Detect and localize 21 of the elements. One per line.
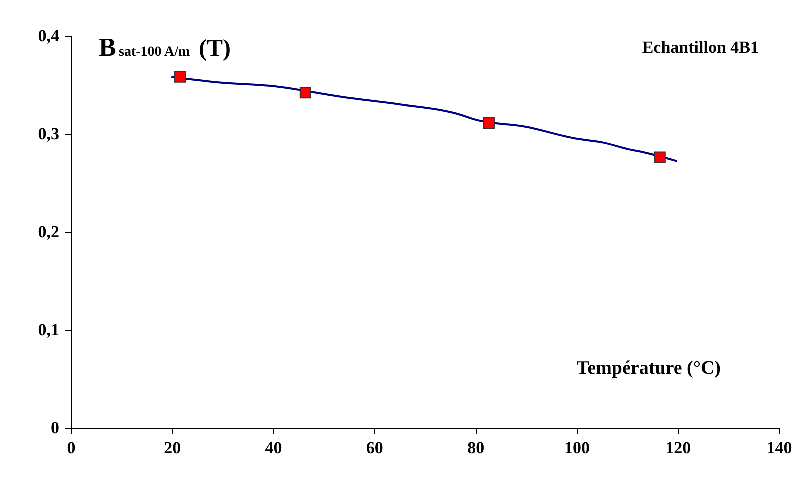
x-tick-label: 0 — [67, 438, 76, 458]
y-tick-label: 0,1 — [38, 320, 60, 340]
x-tick-label: 100 — [564, 438, 590, 458]
y-tick-label: 0,3 — [38, 124, 60, 144]
y-tick-label: 0,2 — [38, 222, 60, 242]
y-tick-label: 0,4 — [38, 26, 60, 46]
y-tick-label: 0 — [51, 418, 60, 438]
x-tick-label: 40 — [265, 438, 282, 458]
point — [300, 87, 312, 99]
point — [483, 117, 495, 129]
x-tick-label: 60 — [366, 438, 384, 458]
chart-title: Echantillon 4B1 — [642, 38, 759, 57]
x-tick-label: 20 — [164, 438, 182, 458]
point — [174, 71, 186, 83]
x-tick-label: 120 — [666, 438, 692, 458]
x-tick-label: 140 — [766, 438, 792, 458]
line-series — [170, 76, 678, 162]
x-axis-title: Température (°C) — [576, 358, 721, 379]
x-tick-label: 80 — [468, 438, 485, 458]
y-axis-title: Bsat-100 A/m (T) — [99, 33, 231, 62]
point — [654, 152, 666, 164]
